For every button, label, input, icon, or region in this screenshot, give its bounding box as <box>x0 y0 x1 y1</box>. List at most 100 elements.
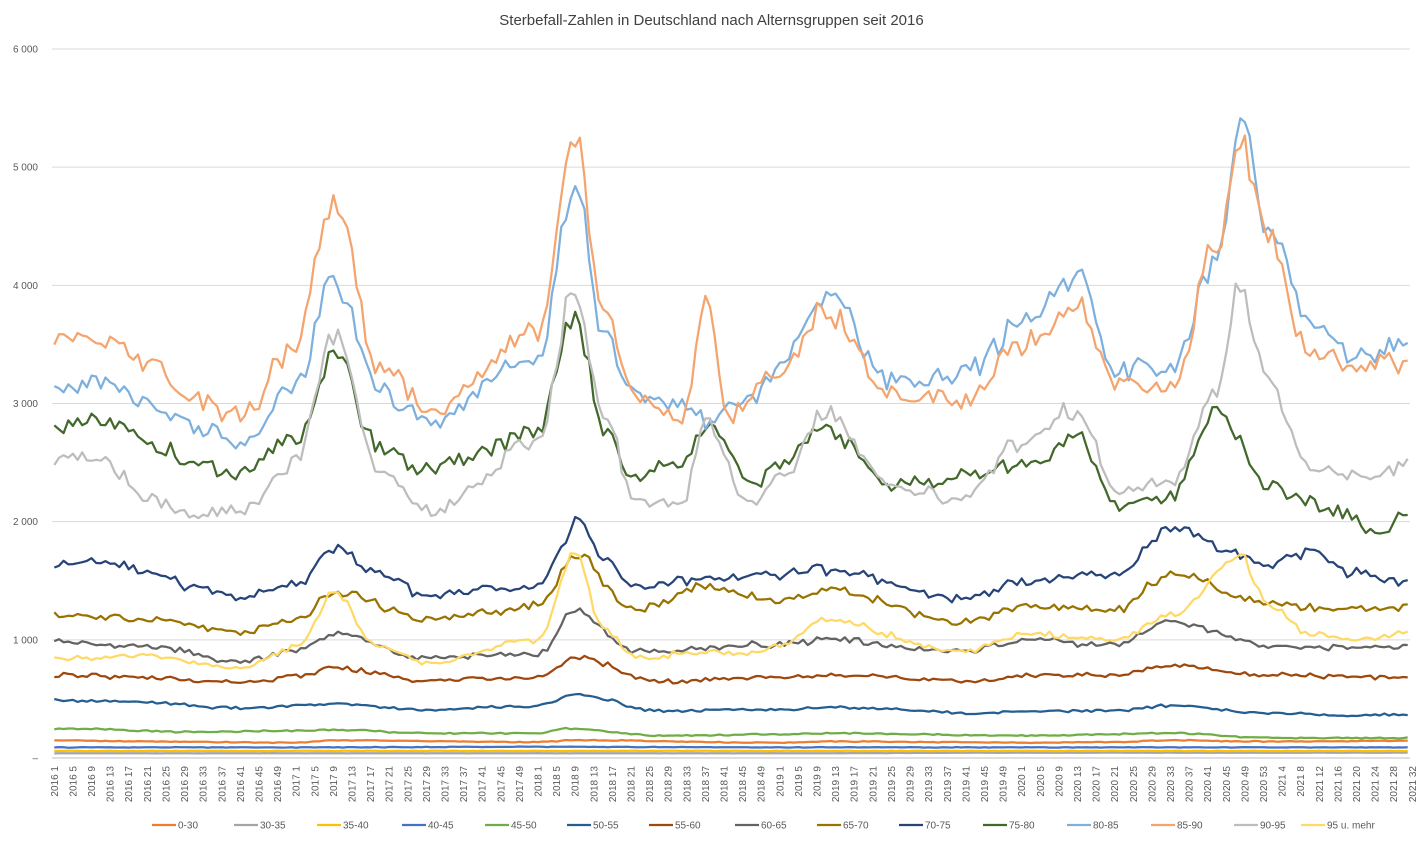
chart-title: Sterbefall-Zahlen in Deutschland nach Al… <box>499 12 924 29</box>
x-tick-label: 2016 21 <box>143 766 154 803</box>
x-tick-label: 2020 41 <box>1203 766 1214 803</box>
x-tick-label: 2020 45 <box>1222 766 1233 803</box>
series-line-90-95 <box>53 282 1409 520</box>
x-tick-label: 2017 25 <box>403 766 414 803</box>
legend-label: 50-55 <box>593 821 619 832</box>
x-tick-label: 2017 45 <box>496 766 507 803</box>
x-tick-label: 2018 37 <box>701 766 712 803</box>
x-tick-label: 2017 5 <box>310 766 321 797</box>
x-tick-label: 2016 5 <box>68 766 79 797</box>
x-tick-label: 2017 9 <box>329 766 340 797</box>
series-line-0-30 <box>54 738 1408 745</box>
x-axis-ticks: 2016 1 2016 5 2016 9 2016 13 2016 17 2016 21 2… <box>50 766 1419 803</box>
x-tick-label: 2020 9 <box>1054 766 1065 797</box>
x-tick-label: 2017 21 <box>385 766 396 803</box>
legend-label: 35-40 <box>343 821 369 832</box>
legend: 0-30 30-35 35-40 40-45 45-50 50-55 55-60 60-65 6… <box>152 821 1375 832</box>
legend-label: 55-60 <box>675 821 701 832</box>
x-tick-label: 2016 49 <box>273 766 284 803</box>
y-tick-label: 2 000 <box>13 517 38 528</box>
x-tick-label: 2020 53 <box>1259 766 1270 803</box>
x-tick-label: 2018 25 <box>645 766 656 803</box>
y-tick-label: 3 000 <box>13 399 38 410</box>
x-tick-label: 2021 32 <box>1408 766 1419 803</box>
x-tick-label: 2019 9 <box>813 766 824 797</box>
x-tick-label: 2016 9 <box>87 766 98 797</box>
y-tick-label: 5 000 <box>13 163 38 174</box>
x-tick-label: 2020 21 <box>1110 766 1121 803</box>
x-tick-label: 2019 41 <box>961 766 972 803</box>
legend-label: 45-50 <box>511 821 537 832</box>
x-tick-label: 2018 5 <box>552 766 563 797</box>
x-tick-label: 2018 41 <box>720 766 731 803</box>
legend-label: 65-70 <box>843 821 869 832</box>
legend-label: 30-35 <box>260 821 286 832</box>
x-tick-label: 2019 21 <box>868 766 879 803</box>
legend-label: 0-30 <box>178 821 198 832</box>
x-tick-label: 2020 33 <box>1166 766 1177 803</box>
x-tick-label: 2019 25 <box>887 766 898 803</box>
legend-label: 85-90 <box>1177 821 1203 832</box>
series-line-30-35 <box>54 751 1408 755</box>
x-tick-label: 2017 29 <box>422 766 433 803</box>
x-tick-label: 2016 33 <box>199 766 210 803</box>
x-tick-label: 2019 17 <box>850 766 861 803</box>
series-line-55-60 <box>54 654 1408 685</box>
series-line-40-45 <box>54 745 1408 749</box>
x-tick-label: 2017 49 <box>515 766 526 803</box>
y-tick-label: 1 000 <box>13 635 38 646</box>
x-tick-label: 2019 5 <box>794 766 805 797</box>
legend-label: 95 u. mehr <box>1327 821 1375 832</box>
y-axis-ticks: – 1 000 2 000 3 000 4 000 5 000 6 000 <box>13 45 38 765</box>
x-tick-label: 2017 1 <box>292 766 303 797</box>
x-tick-label: 2018 1 <box>533 766 544 797</box>
x-tick-label: 2021 4 <box>1278 766 1289 797</box>
x-tick-label: 2019 45 <box>980 766 991 803</box>
x-tick-label: 2019 37 <box>943 766 954 803</box>
legend-label: 70-75 <box>925 821 951 832</box>
series-line-95-u-mehr <box>54 552 1409 670</box>
series-line-75-80 <box>53 310 1408 535</box>
x-tick-label: 2018 33 <box>682 766 693 803</box>
x-tick-label: 2019 49 <box>999 766 1010 803</box>
legend-label: 40-45 <box>428 821 454 832</box>
x-tick-label: 2021 24 <box>1371 766 1382 803</box>
series-line-85-90 <box>53 134 1408 425</box>
x-tick-label: 2016 45 <box>254 766 265 803</box>
y-tick-label: 4 000 <box>13 281 38 292</box>
x-tick-label: 2021 16 <box>1333 766 1344 803</box>
x-tick-label: 2020 17 <box>1092 766 1103 803</box>
x-tick-label: 2018 13 <box>589 766 600 803</box>
series-lines <box>53 117 1409 755</box>
series-line-65-70 <box>53 553 1408 637</box>
x-tick-label: 2018 17 <box>608 766 619 803</box>
x-tick-label: 2021 8 <box>1296 766 1307 797</box>
x-tick-label: 2021 12 <box>1315 766 1326 803</box>
x-tick-label: 2019 13 <box>831 766 842 803</box>
x-tick-label: 2016 1 <box>50 766 61 797</box>
x-tick-label: 2021 20 <box>1352 766 1363 803</box>
legend-label: 60-65 <box>761 821 787 832</box>
x-tick-label: 2020 49 <box>1240 766 1251 803</box>
x-tick-label: 2017 33 <box>440 766 451 803</box>
x-tick-label: 2020 25 <box>1129 766 1140 803</box>
x-tick-label: 2020 1 <box>1017 766 1028 797</box>
x-tick-label: 2018 49 <box>757 766 768 803</box>
x-tick-label: 2016 37 <box>217 766 228 803</box>
x-tick-label: 2016 25 <box>161 766 172 803</box>
x-tick-label: 2018 21 <box>627 766 638 803</box>
x-tick-label: 2021 28 <box>1389 766 1400 803</box>
series-line-80-85 <box>53 117 1409 450</box>
y-tick-label: – <box>32 754 38 765</box>
y-tick-label: 6 000 <box>13 45 38 56</box>
x-tick-label: 2020 13 <box>1073 766 1084 803</box>
x-tick-label: 2016 29 <box>180 766 191 803</box>
legend-label: 90-95 <box>1260 821 1286 832</box>
x-tick-label: 2018 9 <box>571 766 582 797</box>
legend-label: 80-85 <box>1093 821 1119 832</box>
x-tick-label: 2020 37 <box>1185 766 1196 803</box>
x-tick-label: 2019 29 <box>906 766 917 803</box>
x-tick-label: 2016 41 <box>236 766 247 803</box>
